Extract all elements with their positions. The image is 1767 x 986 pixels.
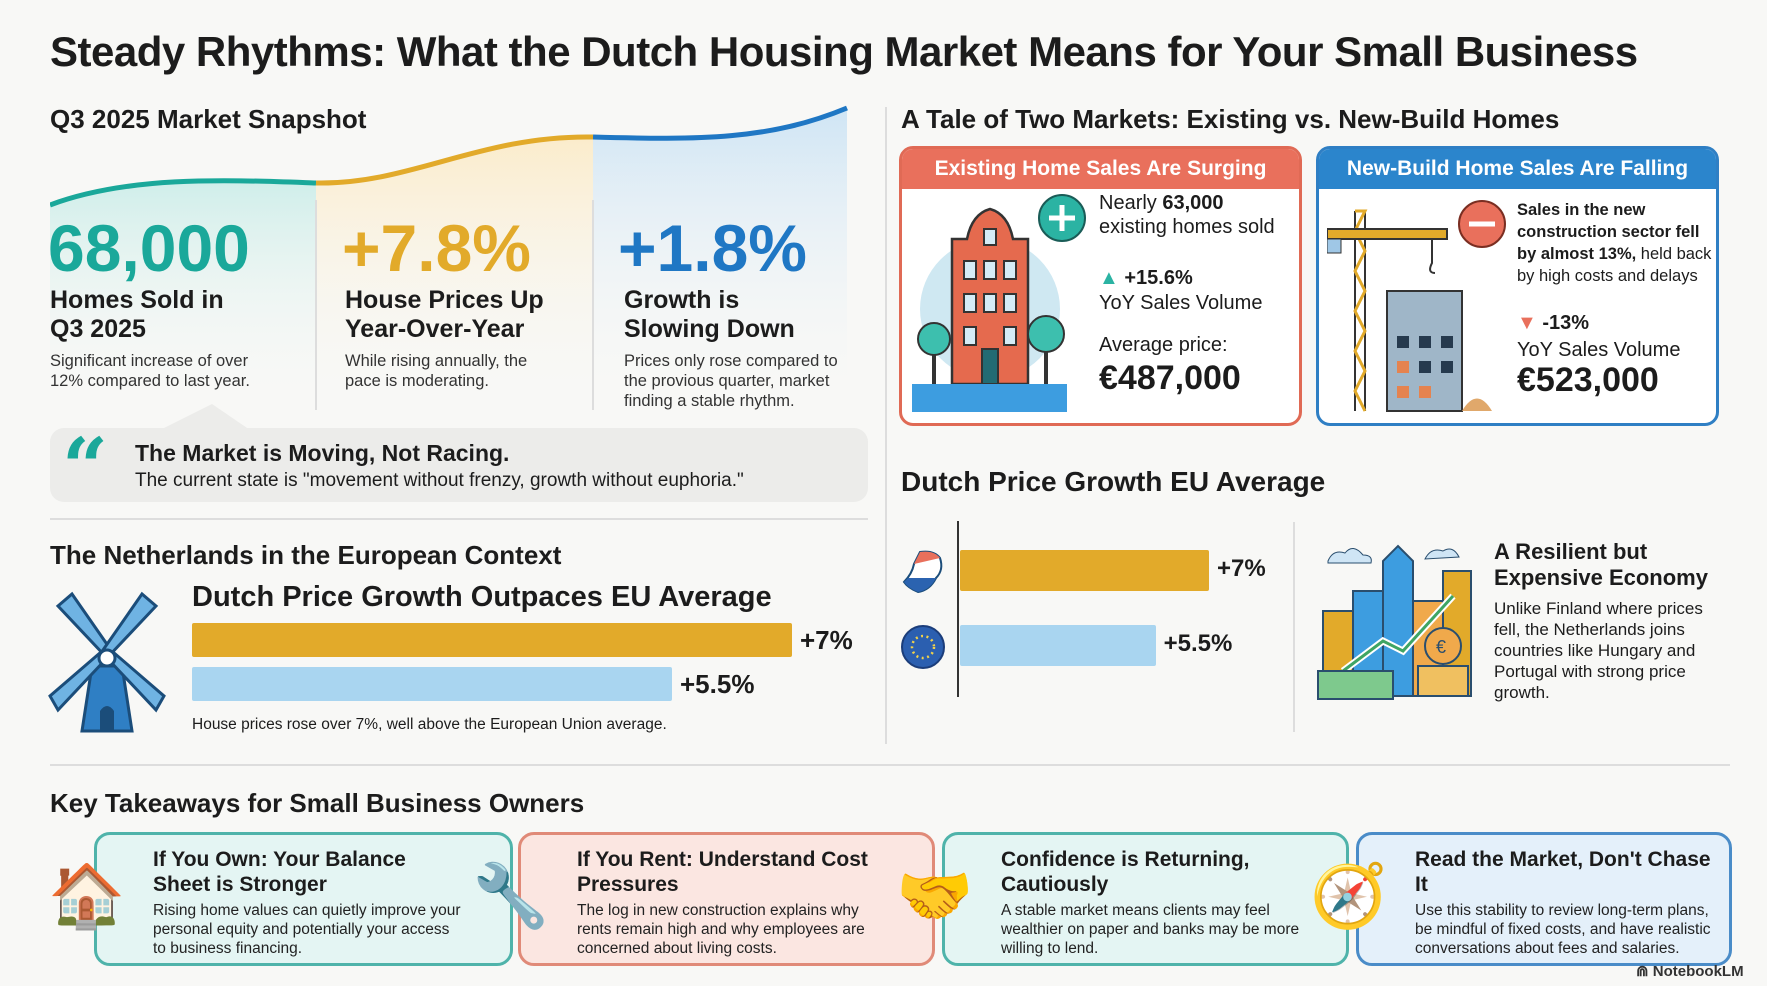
newbuild-sales-header: New-Build Home Sales Are Falling <box>1319 149 1716 189</box>
existing-change: ▲ +15.6% <box>1099 267 1193 290</box>
takeaway-desc: Rising home values can quietly improve y… <box>153 902 461 957</box>
down-triangle-icon: ▼ <box>1517 312 1537 334</box>
divider <box>315 200 317 410</box>
minus-icon <box>1458 200 1506 248</box>
notebooklm-logo-icon: ⋒ <box>1636 963 1653 980</box>
construction-crane-icon <box>1327 209 1492 412</box>
existing-homes-sold-text: Nearly 63,000 existing homes sold <box>1099 191 1289 239</box>
eu-chart-bar-netherlands <box>960 550 1209 591</box>
eu-context-label-netherlands: +7% <box>800 625 853 655</box>
eu-chart-label: +7% <box>1217 555 1266 582</box>
eu-context-bar-eu <box>192 667 672 701</box>
existing-price-label: Average price: <box>1099 334 1228 356</box>
notebooklm-branding: ⋒ NotebookLM <box>1636 962 1744 980</box>
takeaway-desc: A stable market means clients may feel w… <box>1001 902 1300 957</box>
wave-decoration <box>50 105 848 410</box>
stat-growth-desc: Prices only rose compared to the proviou… <box>624 352 838 410</box>
eu-chart-heading: Dutch Price Growth EU Average <box>901 466 1326 497</box>
stat-growth-value: +1.8% <box>618 211 807 285</box>
divider <box>50 518 868 520</box>
branding-text: NotebookLM <box>1652 963 1744 980</box>
newbuild-text-rest: held back by high costs and delays <box>1517 245 1712 285</box>
two-markets-heading: A Tale of Two Markets: Existing vs. New-… <box>901 104 1560 134</box>
takeaway-card: Confidence is Returning, Cautiously A sta… <box>942 832 1349 966</box>
quote-text: The current state is "movement without f… <box>135 470 744 491</box>
existing-change-value: +15.6% <box>1124 267 1193 289</box>
takeaway-title: If You Rent: Understand Cost Pressures <box>577 848 868 896</box>
chart-axis <box>957 521 959 697</box>
windmill-icon <box>48 591 166 733</box>
quote-icon: “ <box>62 420 109 514</box>
stat-price-yoy-value: +7.8% <box>342 211 531 285</box>
takeaway-card: If You Rent: Understand Cost Pressures Th… <box>518 832 935 966</box>
canal-house-icon <box>912 207 1067 412</box>
divider <box>50 764 1730 766</box>
handshake-icon: 🤝 <box>896 862 974 931</box>
newbuild-text-bold: Sales in the new construction sector fel… <box>1517 201 1700 263</box>
stat-growth-label: Growth is Slowing Down <box>624 286 795 343</box>
europe-caption: House prices rose over 7%, well above th… <box>192 716 667 733</box>
netherlands-flag-icon <box>902 550 943 594</box>
newbuild-price-value: €523,000 <box>1517 361 1659 399</box>
eu-flag-icon <box>901 625 945 669</box>
existing-homes-suffix: existing homes sold <box>1099 216 1275 238</box>
city-growth-icon: € <box>1317 544 1472 700</box>
eu-context-bar-netherlands <box>192 623 792 657</box>
stat-price-yoy-desc: While rising annually, the pace is moder… <box>345 352 528 390</box>
eu-chart-bar-eu-average <box>960 625 1156 666</box>
existing-homes-prefix: Nearly <box>1099 192 1163 214</box>
quote-box: “ The Market is Moving, Not Racing. The … <box>50 420 868 514</box>
takeaways-heading: Key Takeaways for Small Business Owners <box>50 788 585 818</box>
takeaway-title: If You Own: Your Balance Sheet is Strong… <box>153 848 406 896</box>
stat-homes-sold-value: 68,000 <box>48 211 250 285</box>
up-triangle-icon: ▲ <box>1099 267 1119 289</box>
resilient-title: A Resilient but Expensive Economy <box>1494 539 1708 590</box>
compass-icon: 🧭 <box>1310 862 1388 931</box>
divider <box>1293 522 1295 732</box>
newbuild-text: Sales in the new construction sector fel… <box>1517 199 1716 287</box>
takeaway-card: If You Own: Your Balance Sheet is Strong… <box>94 832 513 966</box>
takeaway-title: Read the Market, Don't Chase It <box>1415 848 1711 896</box>
stat-price-yoy-label: House Prices Up Year-Over-Year <box>345 286 544 343</box>
newbuild-sales-card: New-Build Home Sales Are Falling Sales i… <box>1316 146 1719 426</box>
resilient-text: Unlike Finland where prices fell, the Ne… <box>1494 599 1703 702</box>
snapshot-heading: Q3 2025 Market Snapshot <box>50 104 367 134</box>
divider <box>592 200 594 410</box>
newbuild-change-label: YoY Sales Volume <box>1517 339 1681 361</box>
existing-price-value: €487,000 <box>1099 359 1241 397</box>
existing-sales-header: Existing Home Sales Are Surging <box>902 149 1299 189</box>
eu-chart-label: +5.5% <box>1163 630 1233 657</box>
wrench-building-icon: 🔧 <box>472 862 550 931</box>
europe-heading: The Netherlands in the European Context <box>50 540 562 570</box>
existing-homes-count: 63,000 <box>1162 192 1224 214</box>
house-icon: 🏠 <box>48 862 126 931</box>
svg-text:€: € <box>1436 637 1446 657</box>
quote-pointer <box>160 404 250 430</box>
takeaway-desc: Use this stability to review long-term p… <box>1415 902 1711 957</box>
quote-title: The Market is Moving, Not Racing. <box>135 440 510 466</box>
eu-context-label-eu: +5.5% <box>680 669 755 699</box>
divider <box>885 107 887 744</box>
europe-subheading: Dutch Price Growth Outpaces EU Average <box>192 581 772 613</box>
plus-icon <box>1038 194 1086 242</box>
newbuild-change: ▼ -13% <box>1517 312 1589 335</box>
stat-homes-sold-desc: Significant increase of over 12% compare… <box>50 352 250 390</box>
existing-sales-card: Existing Home Sales Are Surging Nearly 6… <box>899 146 1302 426</box>
takeaway-desc: The log in new construction explains why… <box>577 902 865 957</box>
newbuild-change-value: -13% <box>1542 312 1590 334</box>
takeaway-card: Read the Market, Don't Chase It Use this … <box>1356 832 1732 966</box>
existing-change-label: YoY Sales Volume <box>1099 292 1263 314</box>
page-title: Steady Rhythms: What the Dutch Housing M… <box>50 28 1638 75</box>
stat-homes-sold-label: Homes Sold in Q3 2025 <box>50 286 224 343</box>
takeaway-title: Confidence is Returning, Cautiously <box>1001 848 1250 896</box>
